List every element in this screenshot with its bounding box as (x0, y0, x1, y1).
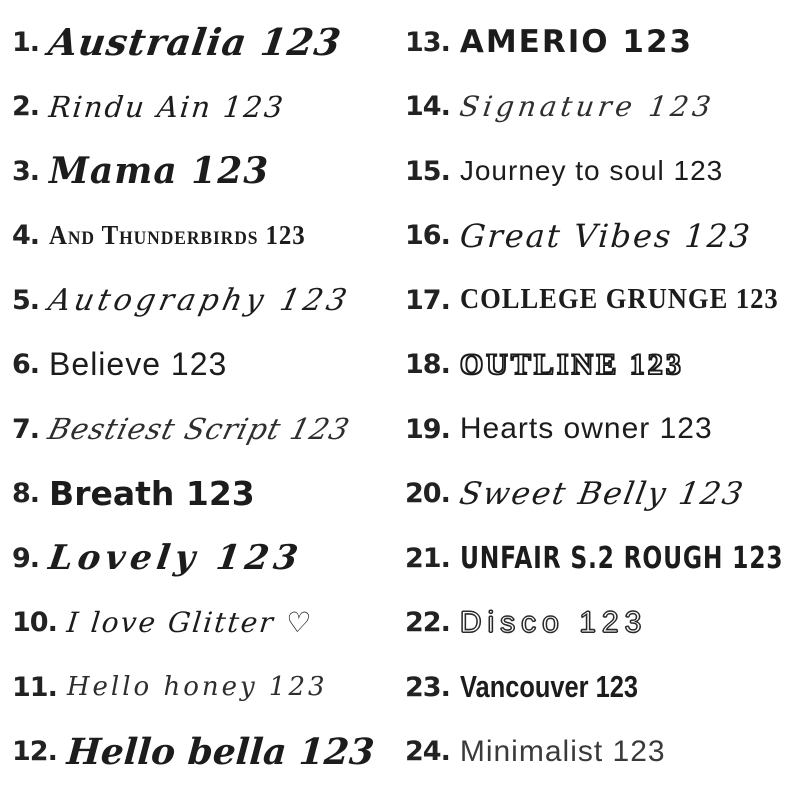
font-number: 24. (405, 736, 451, 768)
font-sample-row: 23. Vancouver 123 (405, 655, 790, 720)
font-number: 19. (405, 413, 451, 445)
font-sample-journey-to-soul: Journey to soul 123 (459, 155, 724, 187)
font-sample-row: 4. And Thunderbirds 123 (12, 204, 397, 269)
font-sample-college-grunge: COLLEGE GRUNGE 123 (459, 284, 779, 316)
font-sample-row: 1. Australia 123 (12, 10, 397, 75)
font-sample-hearts-owner: Hearts owner 123 (459, 412, 713, 446)
font-number: 12. (12, 736, 58, 768)
font-sample-row: 9. Lovely 123 (12, 526, 397, 591)
font-number: 6. (12, 349, 40, 381)
font-sample-minimalist: Minimalist 123 (459, 734, 666, 768)
font-number: 23. (405, 671, 451, 703)
font-sample-i-love-glitter: I love Glitter ♡ (65, 606, 315, 640)
font-number: 4. (12, 220, 40, 252)
font-number: 22. (405, 607, 451, 639)
font-sample-hello-bella: Hello bella 123 (65, 730, 376, 773)
font-number: 11. (12, 671, 58, 703)
font-number: 8. (12, 478, 40, 510)
font-sample-signature: Signature 123 (457, 90, 717, 124)
font-sample-believe: Believe 123 (49, 346, 228, 383)
font-list-left-column: 1. Australia 123 2. Rindu Ain 123 3. Mam… (6, 10, 399, 784)
font-sample-row: 18. OUTLINE 123 (405, 333, 790, 398)
font-sample-bestiest-script: Bestiest Script 123 (44, 412, 354, 447)
font-sample-row: 17. COLLEGE GRUNGE 123 (405, 268, 790, 333)
font-sample-row: 6. Believe 123 (12, 333, 397, 398)
font-sample-hello-honey: Hello honey 123 (66, 672, 328, 703)
font-list-right-column: 13. AMERIO 123 14. Signature 123 15. Jou… (399, 10, 792, 784)
font-sample-row: 24. Minimalist 123 (405, 720, 790, 785)
font-sample-disco: Disco 123 (459, 605, 648, 639)
font-sample-row: 11. Hello honey 123 (12, 655, 397, 720)
font-number: 10. (12, 607, 58, 639)
font-sample-rindu-ain: Rindu Ain 123 (47, 89, 287, 124)
font-sample-row: 15. Journey to soul 123 (405, 139, 790, 204)
font-number: 16. (405, 220, 451, 252)
font-number: 7. (12, 413, 40, 445)
font-number: 9. (12, 542, 40, 574)
font-number: 13. (405, 26, 451, 58)
font-sample-outline: OUTLINE 123 (459, 347, 684, 382)
font-sample-row: 16. Great Vibes 123 (405, 204, 790, 269)
font-sample-row: 12. Hello bella 123 (12, 720, 397, 785)
font-sample-row: 20. Sweet Belly 123 (405, 462, 790, 527)
font-sample-autography: Autography 123 (45, 282, 354, 318)
font-number: 5. (12, 284, 40, 316)
font-sample-unfair-s2-rough: UNFAIR S.2 ROUGH 123 (459, 540, 784, 576)
font-sample-row: 3. Mama 123 (12, 139, 397, 204)
font-sample-row: 7. Bestiest Script 123 (12, 397, 397, 462)
font-sample-australia: Australia 123 (45, 20, 345, 65)
font-sample-row: 19. Hearts owner 123 (405, 397, 790, 462)
font-sample-breath: Breath 123 (49, 474, 255, 514)
font-sample-great-vibes: Great Vibes 123 (458, 216, 753, 255)
font-sample-row: 14. Signature 123 (405, 75, 790, 140)
font-sample-amerio: AMERIO 123 (459, 24, 694, 61)
font-number: 1. (12, 26, 40, 58)
font-sample-lovely: Lovely 123 (46, 538, 306, 579)
font-number: 3. (12, 155, 40, 187)
font-sample-row: 22. Disco 123 (405, 591, 790, 656)
font-number: 18. (405, 349, 451, 381)
font-number: 14. (405, 91, 451, 123)
font-number: 2. (12, 91, 40, 123)
font-sample-row: 5. Autography 123 (12, 268, 397, 333)
font-sample-vancouver: Vancouver 123 (459, 669, 638, 705)
font-sample-row: 21. UNFAIR S.2 ROUGH 123 (405, 526, 790, 591)
font-number: 21. (405, 542, 451, 574)
font-number: 17. (405, 284, 451, 316)
font-sample-row: 8. Breath 123 (12, 462, 397, 527)
font-sample-row: 2. Rindu Ain 123 (12, 75, 397, 140)
font-sample-row: 13. AMERIO 123 (405, 10, 790, 75)
font-sample-sweet-belly: Sweet Belly 123 (456, 475, 748, 512)
font-number: 15. (405, 155, 451, 187)
font-sample-mama: Mama 123 (49, 150, 270, 193)
font-sample-and-thunderbirds: And Thunderbirds 123 (49, 220, 306, 251)
font-sample-row: 10. I love Glitter ♡ (12, 591, 397, 656)
font-number: 20. (405, 478, 451, 510)
